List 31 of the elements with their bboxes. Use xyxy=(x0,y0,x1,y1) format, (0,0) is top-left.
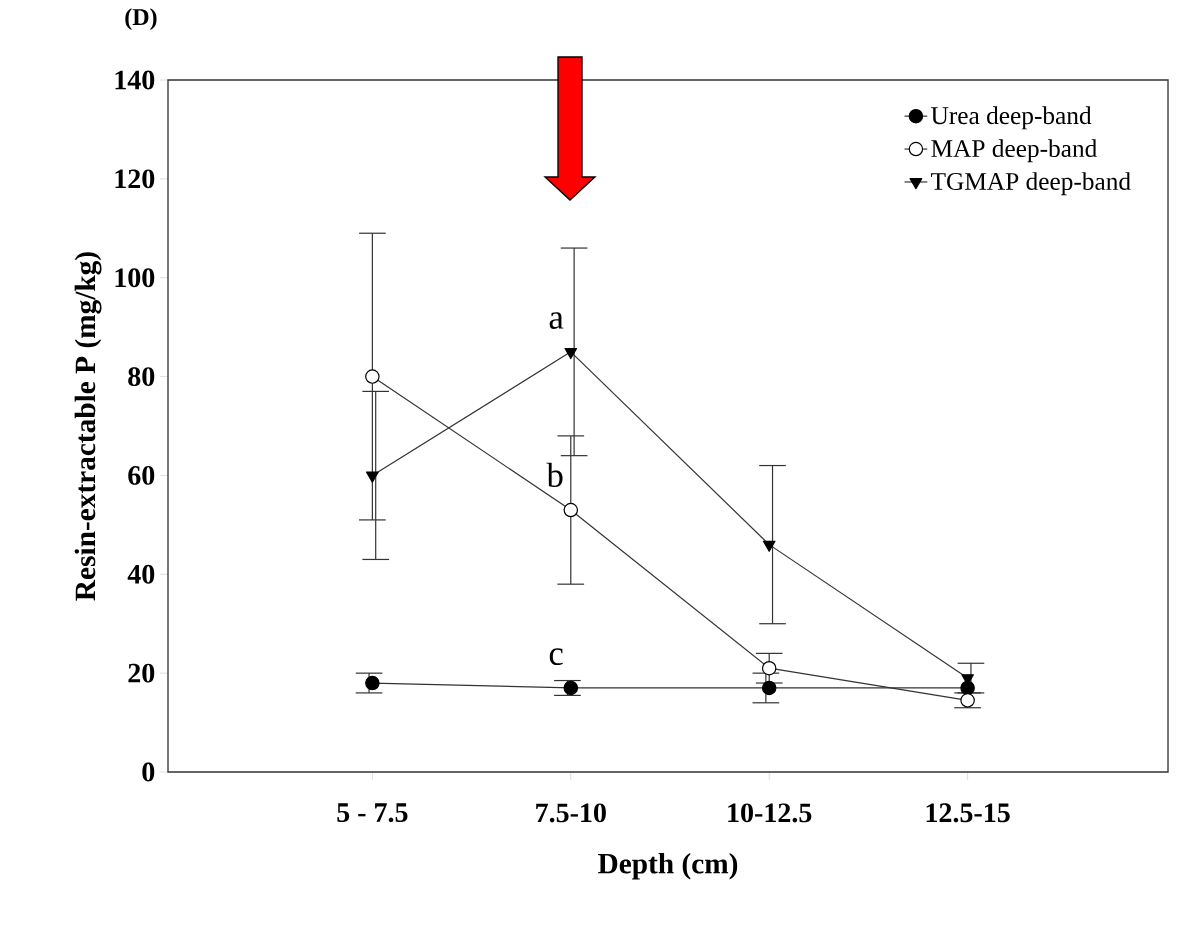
point xyxy=(365,471,379,483)
x-axis-title: Depth (cm) xyxy=(598,852,738,880)
point xyxy=(762,540,776,552)
chart-title: (D) xyxy=(125,8,157,31)
legend-label: Urea deep-band xyxy=(931,106,1092,130)
y-tick-label: 80 xyxy=(128,367,155,387)
x-tick-label: 7.5-10 xyxy=(536,803,606,823)
annotation: b xyxy=(546,462,563,488)
y-tick-label: 60 xyxy=(128,465,155,485)
y-tick-label: 100 xyxy=(115,268,155,288)
annotation: a xyxy=(549,312,564,329)
y-tick-label: 140 xyxy=(115,70,155,90)
y-tick-label: 120 xyxy=(115,169,155,189)
y-tick-label: 0 xyxy=(142,762,155,782)
y-tick-label: 40 xyxy=(127,564,155,584)
point xyxy=(365,369,380,384)
legend-label: TGMAP deep-band xyxy=(931,172,1131,196)
x-tick-label: 10-12.5 xyxy=(728,803,812,823)
x-tick-label: 5 - 7.5 xyxy=(337,803,408,823)
point xyxy=(365,675,380,691)
y-axis-title: Resin-extractable P (mg/kg) xyxy=(74,252,102,601)
point xyxy=(563,502,579,518)
point xyxy=(761,680,777,696)
point xyxy=(960,693,975,708)
y-tick-label: 20 xyxy=(128,663,155,683)
x-tick-label: 12.5-15 xyxy=(926,803,1010,823)
annotation: c xyxy=(549,648,563,666)
point xyxy=(564,347,578,360)
point xyxy=(563,680,579,696)
point xyxy=(761,660,777,676)
legend-label: MAP deep-band xyxy=(931,139,1097,163)
